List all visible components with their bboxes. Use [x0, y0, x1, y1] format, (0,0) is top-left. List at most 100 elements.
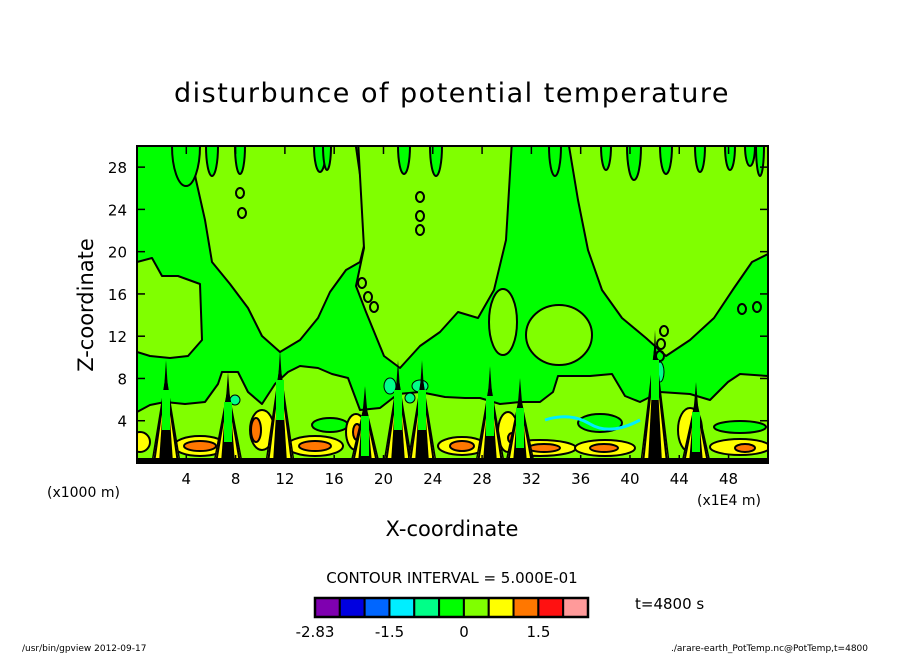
- colorbar-swatch: [487, 597, 515, 618]
- contour-small-loop: [363, 291, 373, 303]
- contour-region-high: [183, 440, 217, 452]
- contour-finger: [600, 146, 612, 171]
- contour-region-high: [250, 417, 262, 443]
- contour-small-loop: [235, 187, 245, 199]
- colorbar-swatch: [537, 597, 565, 618]
- x-tick-label: 4: [182, 470, 192, 488]
- colorbar-swatch: [438, 597, 465, 618]
- contour-finger: [626, 146, 642, 181]
- colorbar-swatch: [413, 597, 441, 618]
- surface-contour: [137, 458, 768, 463]
- contour-region-high: [298, 440, 332, 452]
- y-tick-label: 24: [108, 201, 127, 219]
- time-label: t=4800 s: [635, 595, 704, 613]
- contour-region-negative: [404, 392, 416, 404]
- contour-finger: [659, 146, 673, 175]
- colorbar-frame: [313, 596, 590, 619]
- plume-contour: [352, 405, 366, 463]
- plume-inner: [276, 380, 284, 420]
- x-tick-label: 24: [423, 470, 442, 488]
- contour-region-blob: [311, 417, 349, 433]
- plume-inner: [361, 416, 369, 456]
- colorbar-swatch: [562, 597, 590, 618]
- y-axis-label: Z-coordinate: [74, 238, 98, 372]
- footer-right: ./arare-earth_PotTemp.nc@PotTemp,t=4800: [671, 644, 868, 654]
- plume-inner: [516, 408, 524, 448]
- x-tick-label: 28: [473, 470, 492, 488]
- colorbar-label: 1.5: [527, 623, 551, 641]
- contour-region-blob: [525, 304, 593, 366]
- chart-title: disturbunce of potential temperature: [174, 78, 730, 109]
- contour-finger: [755, 146, 765, 177]
- x-tick-label: 12: [275, 470, 294, 488]
- contour-region-upper: [355, 146, 513, 369]
- contour-small-loop: [369, 301, 379, 313]
- x-tick-label: 48: [719, 470, 738, 488]
- colorbar-swatch: [338, 597, 366, 618]
- colorbar-swatch: [314, 597, 341, 618]
- y-axis-unit: (x1000 m): [47, 485, 120, 501]
- plume-inner: [162, 390, 170, 430]
- colorbar: -2.83 -1.5 0 1.5: [296, 596, 590, 641]
- y-tick-label: 28: [108, 159, 127, 177]
- colorbar-label: 0: [459, 623, 469, 641]
- contour-small-loop: [415, 191, 425, 203]
- x-tick-label: 36: [571, 470, 590, 488]
- footer-left: /usr/bin/gpview 2012-09-17: [22, 644, 146, 654]
- contour-region-left: [137, 257, 203, 359]
- contour-small-loop: [237, 207, 247, 219]
- plume-inner: [224, 402, 232, 442]
- x-tick-label: 20: [374, 470, 393, 488]
- colorbar-label: -2.83: [296, 623, 335, 641]
- plume-contour: [364, 405, 378, 463]
- contour-finger: [744, 146, 756, 167]
- x-tick-label: 16: [325, 470, 344, 488]
- contour-region-positive: [137, 431, 151, 453]
- contour-region-upper: [567, 146, 768, 357]
- contour-small-loop: [415, 224, 425, 236]
- contour-small-loop: [656, 338, 666, 350]
- contour-region-blob: [713, 420, 767, 434]
- contour-finger: [234, 146, 246, 175]
- colorbar-swatch: [462, 597, 490, 618]
- plume-inner: [692, 412, 700, 452]
- contour-small-loop: [415, 210, 425, 222]
- x-axis-unit: (x1E4 m): [697, 493, 761, 509]
- colorbar-swatch: [388, 597, 416, 618]
- y-tick-label: 4: [117, 413, 127, 431]
- y-tick-label: 20: [108, 244, 127, 262]
- x-tick-label: 40: [620, 470, 639, 488]
- contour-region-high: [449, 440, 475, 452]
- contour-small-loop: [737, 303, 747, 315]
- contour-finger: [724, 146, 736, 171]
- contour-region-high: [589, 443, 619, 453]
- contour-plot-area: [137, 146, 768, 463]
- contour-small-loop: [659, 325, 669, 337]
- contour-finger: [322, 146, 332, 171]
- x-tick-label: 44: [670, 470, 689, 488]
- contour-small-loop: [357, 277, 367, 289]
- y-tick-label: 8: [117, 370, 127, 388]
- plume-inner: [651, 360, 659, 400]
- colorbar-swatch: [363, 597, 391, 618]
- colorbar-label: -1.5: [375, 623, 404, 641]
- contour-region-blob: [577, 413, 623, 433]
- contour-region-negative: [544, 415, 641, 431]
- contour-finger: [171, 146, 201, 187]
- y-tick-label: 16: [108, 286, 127, 304]
- y-tick-label: 12: [108, 328, 127, 346]
- x-tick-label: 8: [231, 470, 241, 488]
- plume-inner: [418, 390, 426, 430]
- x-axis-label: X-coordinate: [386, 517, 519, 541]
- contour-region-high: [734, 443, 756, 453]
- contour-interval-label: CONTOUR INTERVAL = 5.000E-01: [326, 569, 577, 587]
- contour-region-blob: [488, 288, 518, 356]
- contour-region-high: [527, 443, 561, 453]
- contour-finger: [694, 146, 706, 173]
- contour-finger: [548, 146, 562, 177]
- x-tick-label: 32: [522, 470, 541, 488]
- plot-frame: [136, 145, 769, 464]
- plume-inner: [394, 390, 402, 430]
